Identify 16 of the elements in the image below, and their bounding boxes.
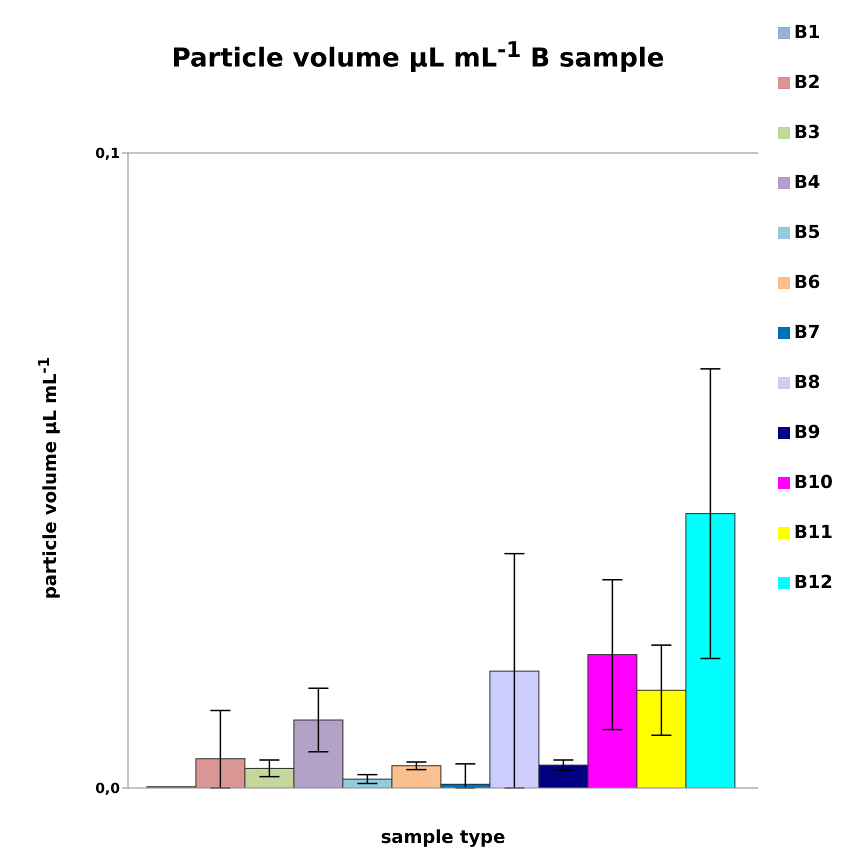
legend-label: B10 <box>794 472 833 493</box>
legend-label: B12 <box>794 572 833 593</box>
legend-label: B2 <box>794 72 820 93</box>
legend-label: B8 <box>794 372 820 393</box>
y-tick-label: 0,0 <box>95 780 120 797</box>
legend-label: B4 <box>794 172 820 193</box>
legend-label: B1 <box>794 22 820 43</box>
legend-label: B7 <box>794 322 820 343</box>
legend-label: B11 <box>794 522 833 543</box>
legend-label: B5 <box>794 222 820 243</box>
chart-title: Particle volume µL mL$^{-1}$ B sample <box>170 38 666 74</box>
legend-label: B9 <box>794 422 820 443</box>
y-tick-label: 0,1 <box>95 146 120 162</box>
legend-label: B6 <box>794 272 820 293</box>
x-axis-title: sample type <box>380 827 506 848</box>
legend-label: B3 <box>794 122 820 143</box>
